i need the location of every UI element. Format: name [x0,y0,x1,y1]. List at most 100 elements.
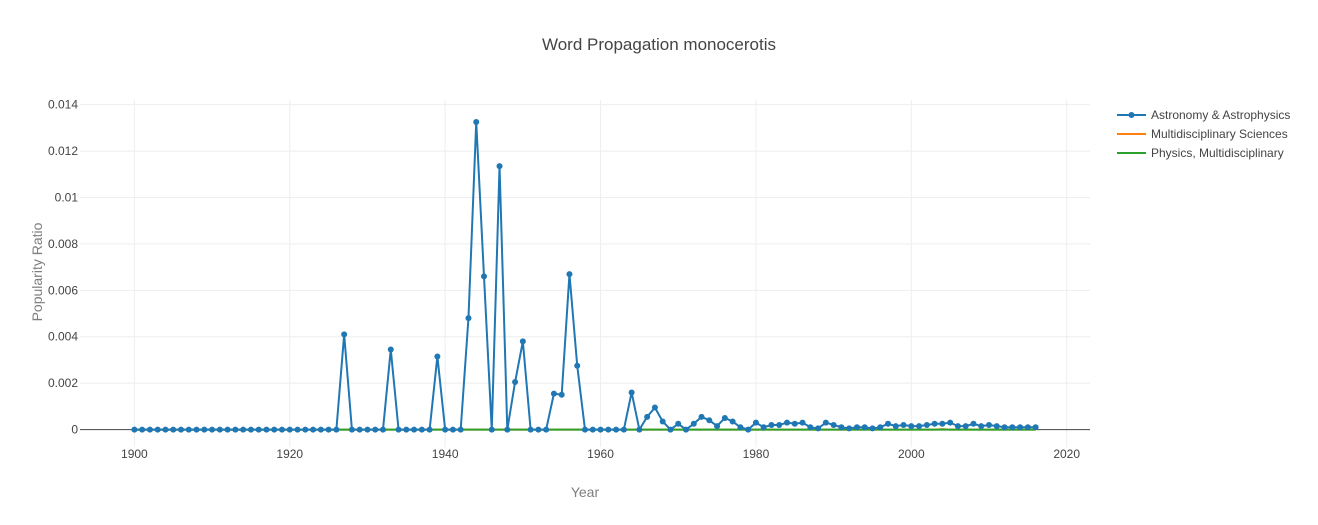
data-point[interactable] [807,424,814,431]
data-point[interactable] [341,331,348,338]
data-point[interactable] [768,421,775,428]
data-point[interactable] [1009,424,1016,431]
data-point[interactable] [395,426,402,433]
data-point[interactable] [993,423,1000,430]
data-point[interactable] [170,426,177,433]
data-point[interactable] [504,426,511,433]
data-point[interactable] [1001,424,1008,431]
data-point[interactable] [853,424,860,431]
data-point[interactable] [457,426,464,433]
data-point[interactable] [675,420,682,427]
data-point[interactable] [426,426,433,433]
data-point[interactable] [721,414,728,421]
data-point[interactable] [566,271,573,278]
data-point[interactable] [698,413,705,420]
data-point[interactable] [519,338,526,345]
data-point[interactable] [659,418,666,425]
data-point[interactable] [830,421,837,428]
data-point[interactable] [869,425,876,432]
data-point[interactable] [605,426,612,433]
plot-area[interactable] [131,119,1039,433]
data-point[interactable] [962,423,969,430]
data-point[interactable] [892,423,899,430]
data-point[interactable] [613,426,620,433]
data-point[interactable] [387,346,394,353]
data-point[interactable] [1024,424,1031,431]
data-point[interactable] [745,426,752,433]
data-point[interactable] [185,426,192,433]
data-point[interactable] [442,426,449,433]
data-point[interactable] [465,315,472,322]
data-point[interactable] [939,420,946,427]
data-point[interactable] [861,424,868,431]
data-point[interactable] [947,419,954,426]
data-point[interactable] [139,426,146,433]
legend-item[interactable]: Astronomy & Astrophysics [1117,108,1290,122]
data-point[interactable] [908,423,915,430]
data-point[interactable] [496,163,503,170]
data-point[interactable] [791,420,798,427]
data-point[interactable] [690,420,697,427]
data-point[interactable] [224,426,231,433]
data-point[interactable] [271,426,278,433]
data-point[interactable] [877,424,884,431]
data-point[interactable] [380,426,386,433]
data-point[interactable] [916,423,923,430]
data-point[interactable] [535,426,542,433]
data-point[interactable] [527,426,534,433]
data-point[interactable] [240,426,247,433]
data-point[interactable] [582,426,588,433]
data-point[interactable] [846,425,853,432]
data-point[interactable] [986,421,992,428]
data-point[interactable] [822,419,829,426]
data-point[interactable] [286,426,293,433]
data-point[interactable] [434,353,441,360]
data-point[interactable] [449,426,456,433]
data-point[interactable] [512,379,519,386]
data-point[interactable] [481,273,487,280]
data-point[interactable] [193,426,200,433]
data-point[interactable] [348,426,355,433]
data-point[interactable] [954,423,961,430]
data-point[interactable] [714,423,721,430]
data-point[interactable] [418,426,425,433]
data-point[interactable] [620,426,627,433]
data-point[interactable] [815,425,822,432]
series-0[interactable] [131,119,1039,433]
data-point[interactable] [737,424,744,431]
data-point[interactable] [216,426,223,433]
data-point[interactable] [247,426,254,433]
data-point[interactable] [589,426,596,433]
data-point[interactable] [317,426,324,433]
data-point[interactable] [752,419,759,426]
data-point[interactable] [970,420,977,427]
data-point[interactable] [473,119,480,126]
data-point[interactable] [356,426,363,433]
data-point[interactable] [232,426,239,433]
data-point[interactable] [154,426,161,433]
data-point[interactable] [628,389,635,396]
data-point[interactable] [333,426,340,433]
data-point[interactable] [403,426,410,433]
data-point[interactable] [651,404,658,411]
data-point[interactable] [279,426,285,433]
data-point[interactable] [597,426,604,433]
data-point[interactable] [201,426,208,433]
legend-item[interactable]: Physics, Multidisciplinary [1117,146,1284,160]
data-point[interactable] [364,426,371,433]
data-point[interactable] [706,417,713,424]
data-point[interactable] [644,413,651,420]
data-point[interactable] [302,426,309,433]
data-point[interactable] [799,419,806,426]
data-point[interactable] [543,426,550,433]
data-point[interactable] [488,426,495,433]
data-point[interactable] [931,420,938,427]
data-point[interactable] [923,421,930,428]
data-point[interactable] [558,391,565,398]
data-point[interactable] [162,426,169,433]
legend[interactable]: Astronomy & Astrophysics Multidisciplinar… [1117,108,1290,160]
data-point[interactable] [776,421,783,428]
data-point[interactable] [729,418,736,425]
data-point[interactable] [310,426,317,433]
data-point[interactable] [784,419,790,426]
